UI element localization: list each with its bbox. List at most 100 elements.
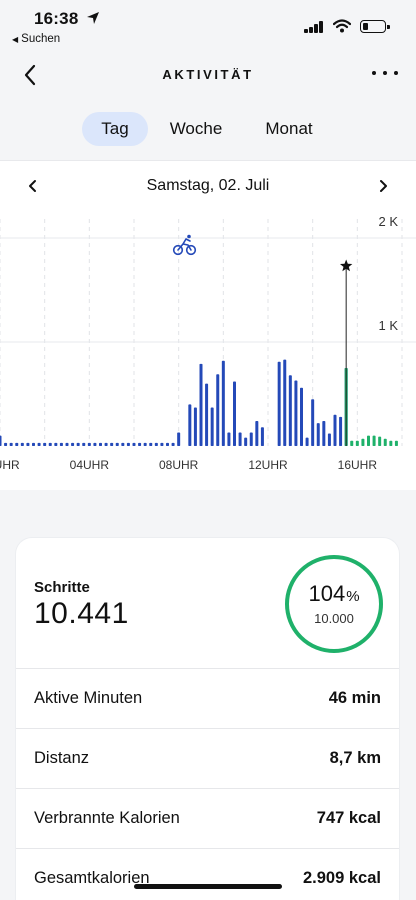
metric-value: 2.909 kcal — [303, 869, 381, 887]
step-bar — [177, 432, 181, 446]
step-bar — [283, 359, 287, 446]
wifi-icon — [333, 19, 351, 33]
day-chart-panel: Samstag, 02. Juli 1 K 2 K 00UHR 04UHR 08UHR 1… — [0, 160, 416, 490]
location-arrow-icon — [87, 12, 99, 24]
goal-target: 10.000 — [314, 611, 354, 626]
steps-value: 10.441 — [34, 597, 129, 630]
step-bar — [110, 442, 114, 446]
step-bar — [65, 442, 69, 446]
step-bar — [0, 435, 2, 446]
tab-month[interactable]: Monat — [265, 119, 313, 138]
period-tabs: Tag Woche Monat — [0, 112, 416, 148]
step-bar — [255, 421, 259, 446]
step-bar — [221, 360, 225, 446]
step-bar — [160, 442, 164, 446]
x-tick-label: 00UHR — [0, 458, 20, 472]
metric-row-total-calories[interactable]: Gesamtkalorien 2.909 kcal — [16, 848, 399, 900]
step-bar — [48, 442, 52, 446]
steps-summary[interactable]: Schritte 10.441 104% 10.000 — [16, 538, 399, 668]
metric-row-calories-burned[interactable]: Verbrannte Kalorien 747 kcal — [16, 788, 399, 848]
step-bar — [216, 374, 220, 446]
step-bar — [99, 442, 102, 446]
step-bar — [311, 399, 315, 446]
metric-label: Distanz — [34, 749, 90, 767]
step-bar — [333, 414, 337, 446]
step-bar — [71, 442, 75, 446]
step-bar — [149, 442, 153, 446]
step-bar — [138, 442, 142, 446]
step-bar — [249, 432, 253, 446]
step-bar — [188, 404, 192, 446]
step-bar — [166, 442, 169, 446]
step-bar — [367, 435, 370, 446]
step-bar — [339, 416, 343, 446]
step-bar — [87, 442, 91, 446]
cellular-signal-icon — [304, 21, 324, 33]
step-bar — [210, 407, 214, 446]
back-to-app-link[interactable]: ◀ Suchen — [12, 33, 60, 45]
x-tick-label: 12UHR — [248, 458, 288, 472]
metric-row-distance[interactable]: Distanz 8,7 km — [16, 728, 399, 788]
step-bar — [227, 432, 231, 446]
step-bar — [132, 442, 136, 446]
back-triangle-icon: ◀ — [12, 35, 19, 44]
step-bar — [294, 380, 298, 446]
step-bar — [126, 442, 130, 446]
tab-day[interactable]: Tag — [82, 112, 148, 146]
step-bar — [316, 423, 320, 446]
step-bar — [37, 442, 41, 446]
goal-star-icon — [339, 259, 353, 272]
goal-percent: 104% — [308, 581, 360, 606]
step-bar — [143, 442, 147, 446]
step-bar — [4, 442, 8, 446]
status-bar: 16:38 ◀ Suchen — [0, 0, 416, 50]
y-tick-label: 2 K — [378, 214, 398, 229]
step-bar — [277, 361, 281, 446]
step-bar — [20, 442, 24, 446]
steps-label: Schritte — [34, 579, 90, 596]
step-bar — [104, 442, 108, 446]
previous-day-icon[interactable] — [22, 175, 44, 197]
step-bar — [288, 375, 292, 446]
step-bar — [238, 432, 242, 446]
goal-progress-ring: 104% 10.000 — [284, 554, 384, 654]
x-tick-label: 04UHR — [70, 458, 110, 472]
battery-icon — [360, 20, 390, 33]
step-bar — [121, 442, 125, 446]
step-bar — [355, 440, 359, 446]
step-bar — [322, 421, 326, 446]
step-bar — [82, 442, 86, 446]
step-bar — [154, 442, 158, 446]
step-bar — [327, 433, 331, 446]
status-time: 16:38 — [34, 9, 79, 28]
back-chevron-icon[interactable] — [18, 62, 44, 88]
next-day-icon[interactable] — [372, 175, 394, 197]
step-bar — [15, 442, 19, 446]
step-bar — [394, 440, 398, 446]
metric-value: 747 kcal — [316, 809, 381, 827]
more-options-icon[interactable] — [372, 66, 398, 80]
date-label: Samstag, 02. Juli — [146, 177, 270, 194]
tab-week[interactable]: Woche — [169, 119, 223, 138]
step-bar — [378, 436, 382, 446]
step-bar — [244, 437, 248, 446]
step-bar — [32, 442, 35, 446]
x-tick-label: 16UHR — [338, 458, 378, 472]
step-bar — [233, 381, 236, 446]
step-bar — [350, 440, 354, 446]
step-bar — [43, 442, 47, 446]
step-bar — [361, 438, 365, 446]
step-bar — [59, 442, 63, 446]
step-bar — [305, 437, 309, 446]
stats-card: Schritte 10.441 104% 10.000 Aktive Minut… — [16, 538, 399, 900]
back-app-label: Suchen — [21, 33, 61, 45]
step-bar — [383, 438, 387, 446]
metric-label: Aktive Minuten — [34, 689, 143, 707]
metric-value: 46 min — [328, 689, 381, 707]
step-bar — [115, 442, 119, 446]
step-bar — [205, 383, 209, 446]
metric-label: Verbrannte Kalorien — [34, 809, 180, 827]
step-bar — [76, 442, 80, 446]
metric-row-active-minutes[interactable]: Aktive Minuten 46 min — [16, 668, 399, 728]
step-bar — [372, 435, 376, 446]
